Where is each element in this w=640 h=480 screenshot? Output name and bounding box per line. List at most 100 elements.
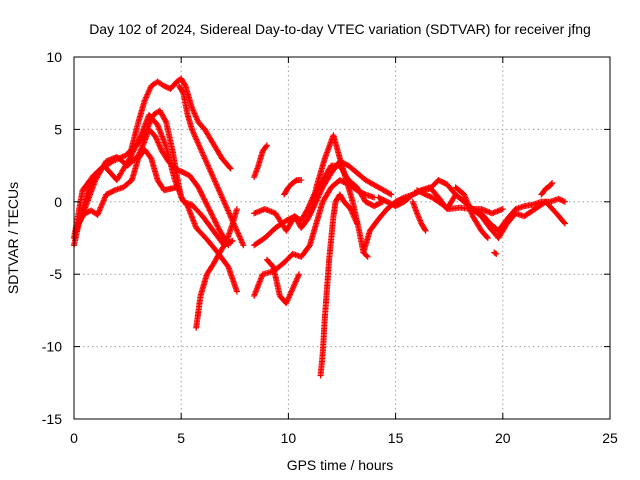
data-point: [307, 209, 314, 216]
data-point: [179, 88, 186, 95]
data-point: [209, 212, 216, 219]
y-tick-label: -10: [42, 339, 62, 355]
data-point: [211, 216, 218, 223]
data-point: [206, 207, 213, 214]
x-tick-label: 0: [70, 430, 78, 446]
data-point: [196, 185, 203, 192]
data-point: [173, 184, 180, 191]
data-point: [305, 213, 312, 220]
data-point: [224, 262, 231, 269]
data-point: [210, 214, 217, 221]
data-point: [201, 196, 208, 203]
data-point: [499, 206, 506, 213]
data-point: [387, 190, 394, 197]
series-arc-17: [375, 177, 568, 234]
axis-ticks: 0 5 10 15 20 25 -15 -10 -5 0 5 10: [42, 49, 618, 446]
data-point: [196, 187, 203, 194]
data-point: [227, 165, 234, 172]
y-tick-label: 5: [54, 121, 62, 137]
x-tick-label: 25: [602, 430, 618, 446]
data-point: [136, 134, 143, 141]
data-point: [304, 216, 311, 223]
data-point: [263, 142, 270, 149]
x-tick-label: 10: [281, 430, 297, 446]
y-tick-label: -5: [50, 266, 63, 282]
series-arc-22: [491, 249, 500, 257]
data-point: [200, 193, 207, 200]
data-point: [561, 219, 568, 226]
data-point: [263, 143, 270, 150]
data-point: [212, 219, 219, 226]
x-tick-label: 20: [495, 430, 511, 446]
data-point: [198, 189, 205, 196]
data-point: [296, 271, 303, 278]
data-point: [214, 222, 221, 229]
data-point: [364, 253, 371, 260]
data-point: [483, 233, 490, 240]
data-point: [208, 210, 215, 217]
series-arc-21: [538, 179, 556, 198]
data-point: [200, 195, 207, 202]
y-axis-label: SDTVAR / TECUs: [5, 182, 21, 294]
data-point: [484, 235, 491, 241]
data-point: [198, 191, 205, 198]
data-point: [226, 164, 233, 171]
data-point: [162, 117, 169, 124]
series-arc-19: [409, 198, 429, 234]
data-point: [222, 240, 229, 247]
data-markers: [71, 75, 568, 379]
data-point: [363, 252, 370, 259]
series-arc-8: [251, 142, 270, 181]
data-point: [303, 207, 310, 214]
data-point: [240, 242, 247, 249]
series-arc-5: [126, 75, 234, 172]
data-point: [213, 220, 220, 227]
data-point: [298, 177, 305, 184]
series-arc-6: [176, 82, 247, 249]
data-point: [549, 179, 556, 186]
data-point: [197, 188, 204, 195]
data-point: [233, 206, 240, 213]
data-point: [136, 136, 143, 143]
data-point: [212, 218, 219, 225]
data-point: [214, 223, 221, 230]
data-point: [305, 214, 312, 221]
series-arc-12: [263, 256, 303, 307]
data-point: [207, 208, 214, 215]
series-arc-4: [75, 146, 180, 227]
y-tick-label: 0: [54, 194, 62, 210]
y-tick-label: 10: [46, 49, 62, 65]
data-point: [493, 250, 500, 257]
data-point: [561, 220, 568, 227]
data-point: [202, 199, 209, 206]
data-point: [215, 225, 222, 232]
x-tick-label: 15: [388, 430, 404, 446]
data-point: [210, 215, 217, 222]
data-point: [388, 191, 395, 198]
data-point: [204, 203, 211, 210]
series-arc-15: [317, 191, 361, 379]
data-point: [421, 226, 428, 233]
data-point: [422, 227, 429, 234]
data-point: [492, 250, 499, 257]
data-point: [202, 197, 209, 204]
data-point: [204, 201, 211, 208]
data-point: [147, 154, 154, 161]
x-axis-label: GPS time / hours: [287, 457, 394, 473]
data-point: [181, 81, 188, 88]
data-point: [354, 220, 361, 227]
data-point: [206, 206, 213, 213]
plot-frame: [73, 56, 611, 420]
data-point: [205, 204, 212, 211]
series-arc-13: [281, 177, 305, 198]
data-point: [561, 198, 568, 205]
x-tick-label: 5: [177, 430, 185, 446]
series-arc-3: [73, 126, 232, 249]
data-point: [199, 192, 206, 199]
data-point: [305, 243, 312, 250]
data-point: [208, 211, 215, 218]
data-point: [307, 210, 314, 217]
series-arc-20: [452, 184, 491, 241]
data-point: [548, 180, 555, 187]
chart-title: Day 102 of 2024, Sidereal Day-to-day VTE…: [89, 21, 591, 37]
